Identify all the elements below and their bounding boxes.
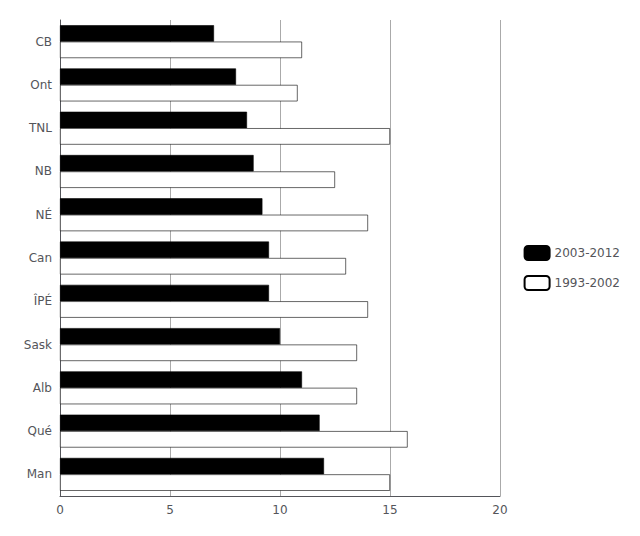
svg-text:10: 10 <box>272 503 287 517</box>
svg-text:NB: NB <box>35 164 52 178</box>
svg-text:Qué: Qué <box>28 424 52 438</box>
svg-text:2003-2012: 2003-2012 <box>555 246 620 260</box>
svg-text:20: 20 <box>492 503 507 517</box>
svg-text:Ont: Ont <box>30 78 52 92</box>
svg-text:1993-2002: 1993-2002 <box>555 276 620 290</box>
svg-text:TNL: TNL <box>28 121 52 135</box>
svg-text:NÉ: NÉ <box>35 207 52 222</box>
svg-text:Man: Man <box>27 467 52 481</box>
svg-text:Sask: Sask <box>24 338 52 352</box>
svg-text:ÎPÉ: ÎPÉ <box>33 293 52 308</box>
svg-text:Can: Can <box>29 251 52 265</box>
svg-text:CB: CB <box>35 35 52 49</box>
svg-text:0: 0 <box>56 503 64 517</box>
svg-text:5: 5 <box>166 503 174 517</box>
svg-text:15: 15 <box>382 503 397 517</box>
svg-text:Alb: Alb <box>33 381 52 395</box>
